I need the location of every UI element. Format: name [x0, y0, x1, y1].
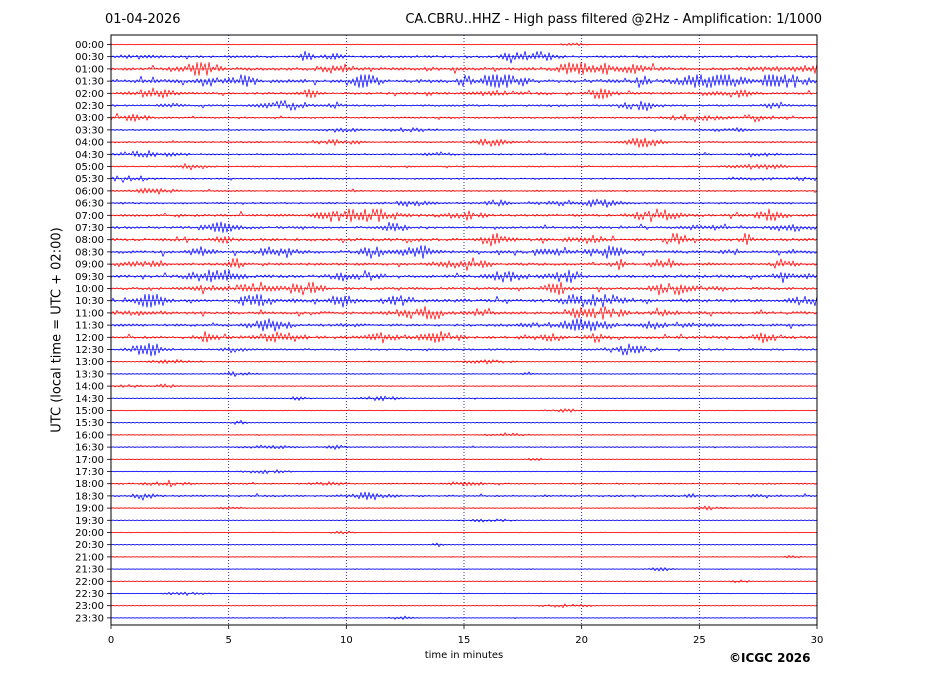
y-tick-label: 09:30: [75, 272, 104, 283]
y-tick-label: 12:00: [75, 333, 104, 344]
x-tick-label: 30: [811, 635, 824, 646]
y-tick-label: 19:30: [75, 516, 104, 527]
y-tick-label: 01:00: [75, 64, 104, 75]
y-tick-label: 23:30: [75, 613, 104, 624]
y-tick-label: 00:00: [75, 40, 104, 51]
trace-04:30: [110, 150, 818, 158]
y-tick-label: 17:00: [75, 455, 104, 466]
y-tick-label: 20:00: [75, 528, 104, 539]
y-tick-label: 04:30: [75, 150, 104, 161]
y-tick-label: 16:00: [75, 430, 104, 441]
grid-lines: [228, 35, 700, 625]
y-tick-label: 21:00: [75, 552, 104, 563]
y-tick-label: 22:00: [75, 577, 104, 588]
y-tick-label: 23:00: [75, 601, 104, 612]
x-tick-label: 0: [108, 635, 114, 646]
y-tick-label: 10:30: [75, 296, 104, 307]
x-tick-label: 20: [575, 635, 588, 646]
y-tick-label: 03:30: [75, 125, 104, 136]
y-tick-label: 13:30: [75, 369, 104, 380]
y-tick-label: 10:00: [75, 284, 104, 295]
y-tick-label: 14:30: [75, 394, 104, 405]
chart-title: CA.CBRU..HHZ - High pass filtered @2Hz -…: [405, 12, 822, 27]
y-tick-label: 18:30: [75, 491, 104, 502]
y-tick-label: 03:00: [75, 113, 104, 124]
y-tick-label: 06:30: [75, 199, 104, 210]
y-tick-label: 04:00: [75, 138, 104, 149]
y-tick-label: 02:00: [75, 89, 104, 100]
y-tick-label: 07:30: [75, 223, 104, 234]
trace-00:30: [110, 50, 818, 64]
y-tick-label: 08:30: [75, 247, 104, 258]
y-tick-label: 22:30: [75, 589, 104, 600]
y-tick-label: 06:00: [75, 186, 104, 197]
y-tick-label: 16:30: [75, 443, 104, 454]
y-tick-label: 15:00: [75, 406, 104, 417]
y-tick-label: 13:00: [75, 357, 104, 368]
y-tick-label: 21:30: [75, 565, 104, 576]
y-tick-label: 11:30: [75, 321, 104, 332]
x-axis-label: time in minutes: [424, 650, 504, 661]
y-tick-label: 11:00: [75, 308, 104, 319]
y-axis-label: UTC (local time = UTC + 02:00): [49, 227, 65, 433]
y-tick-label: 02:30: [75, 101, 104, 112]
y-tick-label: 14:00: [75, 382, 104, 393]
y-tick-label: 00:30: [75, 52, 104, 63]
y-tick-label: 17:30: [75, 467, 104, 478]
date-label: 01-04-2026: [105, 12, 181, 27]
x-tick-label: 25: [693, 635, 706, 646]
y-tick-label: 01:30: [75, 77, 104, 88]
y-tick-label: 05:30: [75, 174, 104, 185]
y-tick-label: 09:00: [75, 260, 104, 271]
y-tick-label: 08:00: [75, 235, 104, 246]
x-tick-label: 15: [458, 635, 471, 646]
x-tick-label: 10: [340, 635, 353, 646]
y-tick-label: 20:30: [75, 540, 104, 551]
y-tick-label: 19:00: [75, 504, 104, 515]
copyright-label: ©ICGC 2026: [729, 651, 811, 665]
y-tick-label: 07:00: [75, 211, 104, 222]
y-tick-label: 05:00: [75, 162, 104, 173]
trace-layer: [110, 42, 818, 620]
trace-01:30: [110, 74, 818, 88]
y-tick-label: 15:30: [75, 418, 104, 429]
x-tick-label: 5: [225, 635, 231, 646]
y-tick-label: 18:00: [75, 479, 104, 490]
y-tick-label: 12:30: [75, 345, 104, 356]
trace-04:00: [110, 137, 818, 148]
